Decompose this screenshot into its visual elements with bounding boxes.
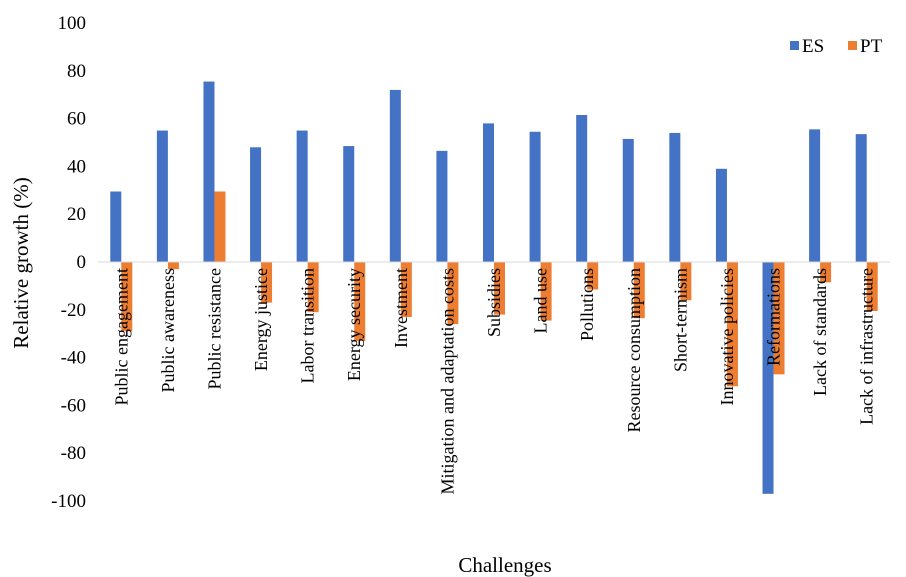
bar-pt-15 [820,262,832,283]
bar-es-6 [389,89,401,262]
bar-pt-6 [400,262,412,317]
bar-pt-1 [167,262,179,270]
legend-label-pt: PT [860,36,883,57]
bar-es-15 [809,129,821,262]
y-tick-label: 100 [58,13,87,34]
category-label: Labor transition [298,268,318,383]
y-tick-label: 20 [67,204,86,225]
y-tick-label: 60 [67,109,86,130]
y-tick-label: 80 [67,61,86,82]
category-label: Energy justice [251,268,271,371]
bar-pt-9 [540,262,552,321]
category-label: Reformations [764,268,784,366]
bar-es-14 [762,262,774,494]
y-tick-label: -80 [61,443,86,464]
bar-pt-10 [587,262,599,290]
bar-es-9 [529,131,541,262]
bar-pt-4 [307,262,319,313]
legend-swatch-pt [848,41,857,50]
y-tick-label: -100 [51,491,86,512]
y-tick-label: 0 [77,252,87,273]
category-label: Lack of standards [810,268,830,396]
y-tick-label: -40 [61,348,86,369]
bar-pt-8 [494,262,505,315]
y-axis-title: Relative growth (%) [9,177,33,348]
bar-pt-3 [261,262,273,303]
category-label: Public resistance [204,268,224,389]
bar-pt-0 [121,262,133,332]
bar-pt-11 [633,262,645,319]
category-label: Lack of infrastructure [857,268,877,425]
bars [110,81,878,494]
category-label: Public engagement [111,268,131,405]
category-label: Resource consumption [624,268,644,432]
y-axis-tick-labels: 100 80 60 40 20 0 -20 -40 -60 -80 -100 [51,13,86,512]
bar-es-1 [156,130,168,262]
bar-es-4 [296,130,308,262]
legend-swatch-es [790,41,799,50]
y-tick-label: -60 [61,395,86,416]
category-label: Subsidies [484,268,504,337]
bar-es-8 [483,123,494,262]
category-label: Innovative policies [717,268,737,405]
bar-es-0 [110,191,122,262]
category-label: Land use [531,268,551,333]
bar-pt-5 [354,262,366,341]
y-tick-label: -20 [61,300,86,321]
bar-es-12 [669,132,681,262]
bar-pt-14 [773,262,785,375]
bar-pt-2 [214,191,226,262]
x-axis-title: Challenges [458,553,551,577]
category-label: Mitigation and adaptation costs [437,268,457,494]
bar-es-11 [622,138,634,262]
category-label: Investment [391,268,411,348]
bar-es-13 [715,168,727,262]
bar-es-2 [203,81,215,262]
category-label: Energy security [344,268,364,381]
bar-pt-12 [680,262,692,301]
category-label: Pollutions [577,268,597,341]
category-labels: Public engagement Public awareness Public … [111,268,876,494]
legend-label-es: ES [802,36,824,57]
bar-pt-16 [866,262,878,311]
bar-es-10 [576,115,588,263]
legend: ES PT [790,36,883,57]
bar-pt-7 [447,262,459,325]
bar-es-16 [855,134,867,262]
bar-es-3 [250,147,262,262]
y-tick-label: 40 [67,156,86,177]
bar-es-7 [436,150,448,262]
bar-pt-13 [726,262,738,387]
bar-es-5 [343,146,355,262]
category-label: Short-termism [670,268,690,372]
category-label: Public awareness [158,268,178,392]
